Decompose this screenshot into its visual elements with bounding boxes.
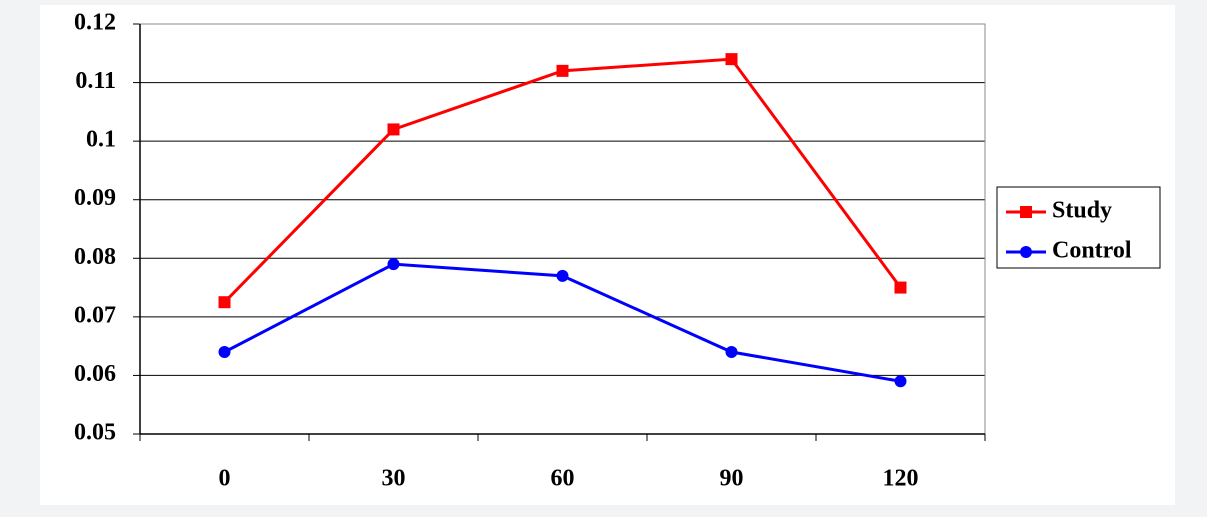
point [725,346,738,358]
legend-marker [1020,206,1032,218]
x-tick-label: 120 [883,466,919,492]
y-tick-label: 0.06 [74,361,116,387]
point [218,296,231,309]
x-tick-label: 60 [551,466,575,492]
legend-marker [1020,246,1032,258]
y-tick-label: 0.09 [74,185,116,211]
point [387,123,400,136]
point [556,64,569,77]
point [218,346,231,358]
y-tick-label: 0.11 [75,68,116,94]
point [725,53,738,66]
legend-label: Study [1052,198,1112,224]
y-tick-label: 0.1 [86,127,116,153]
point [387,258,400,271]
point [894,281,907,294]
point [894,375,907,388]
x-tick-label: 0 [219,466,231,492]
point [556,269,569,282]
y-tick-label: 0.07 [74,302,116,328]
x-tick-label: 30 [382,466,406,492]
chart-panel [40,5,1175,505]
y-tick-label: 0.05 [74,420,116,446]
y-tick-label: 0.08 [74,244,116,270]
legend-label: Control [1052,238,1132,264]
y-tick-label: 0.12 [74,10,116,36]
x-tick-label: 90 [720,466,744,492]
